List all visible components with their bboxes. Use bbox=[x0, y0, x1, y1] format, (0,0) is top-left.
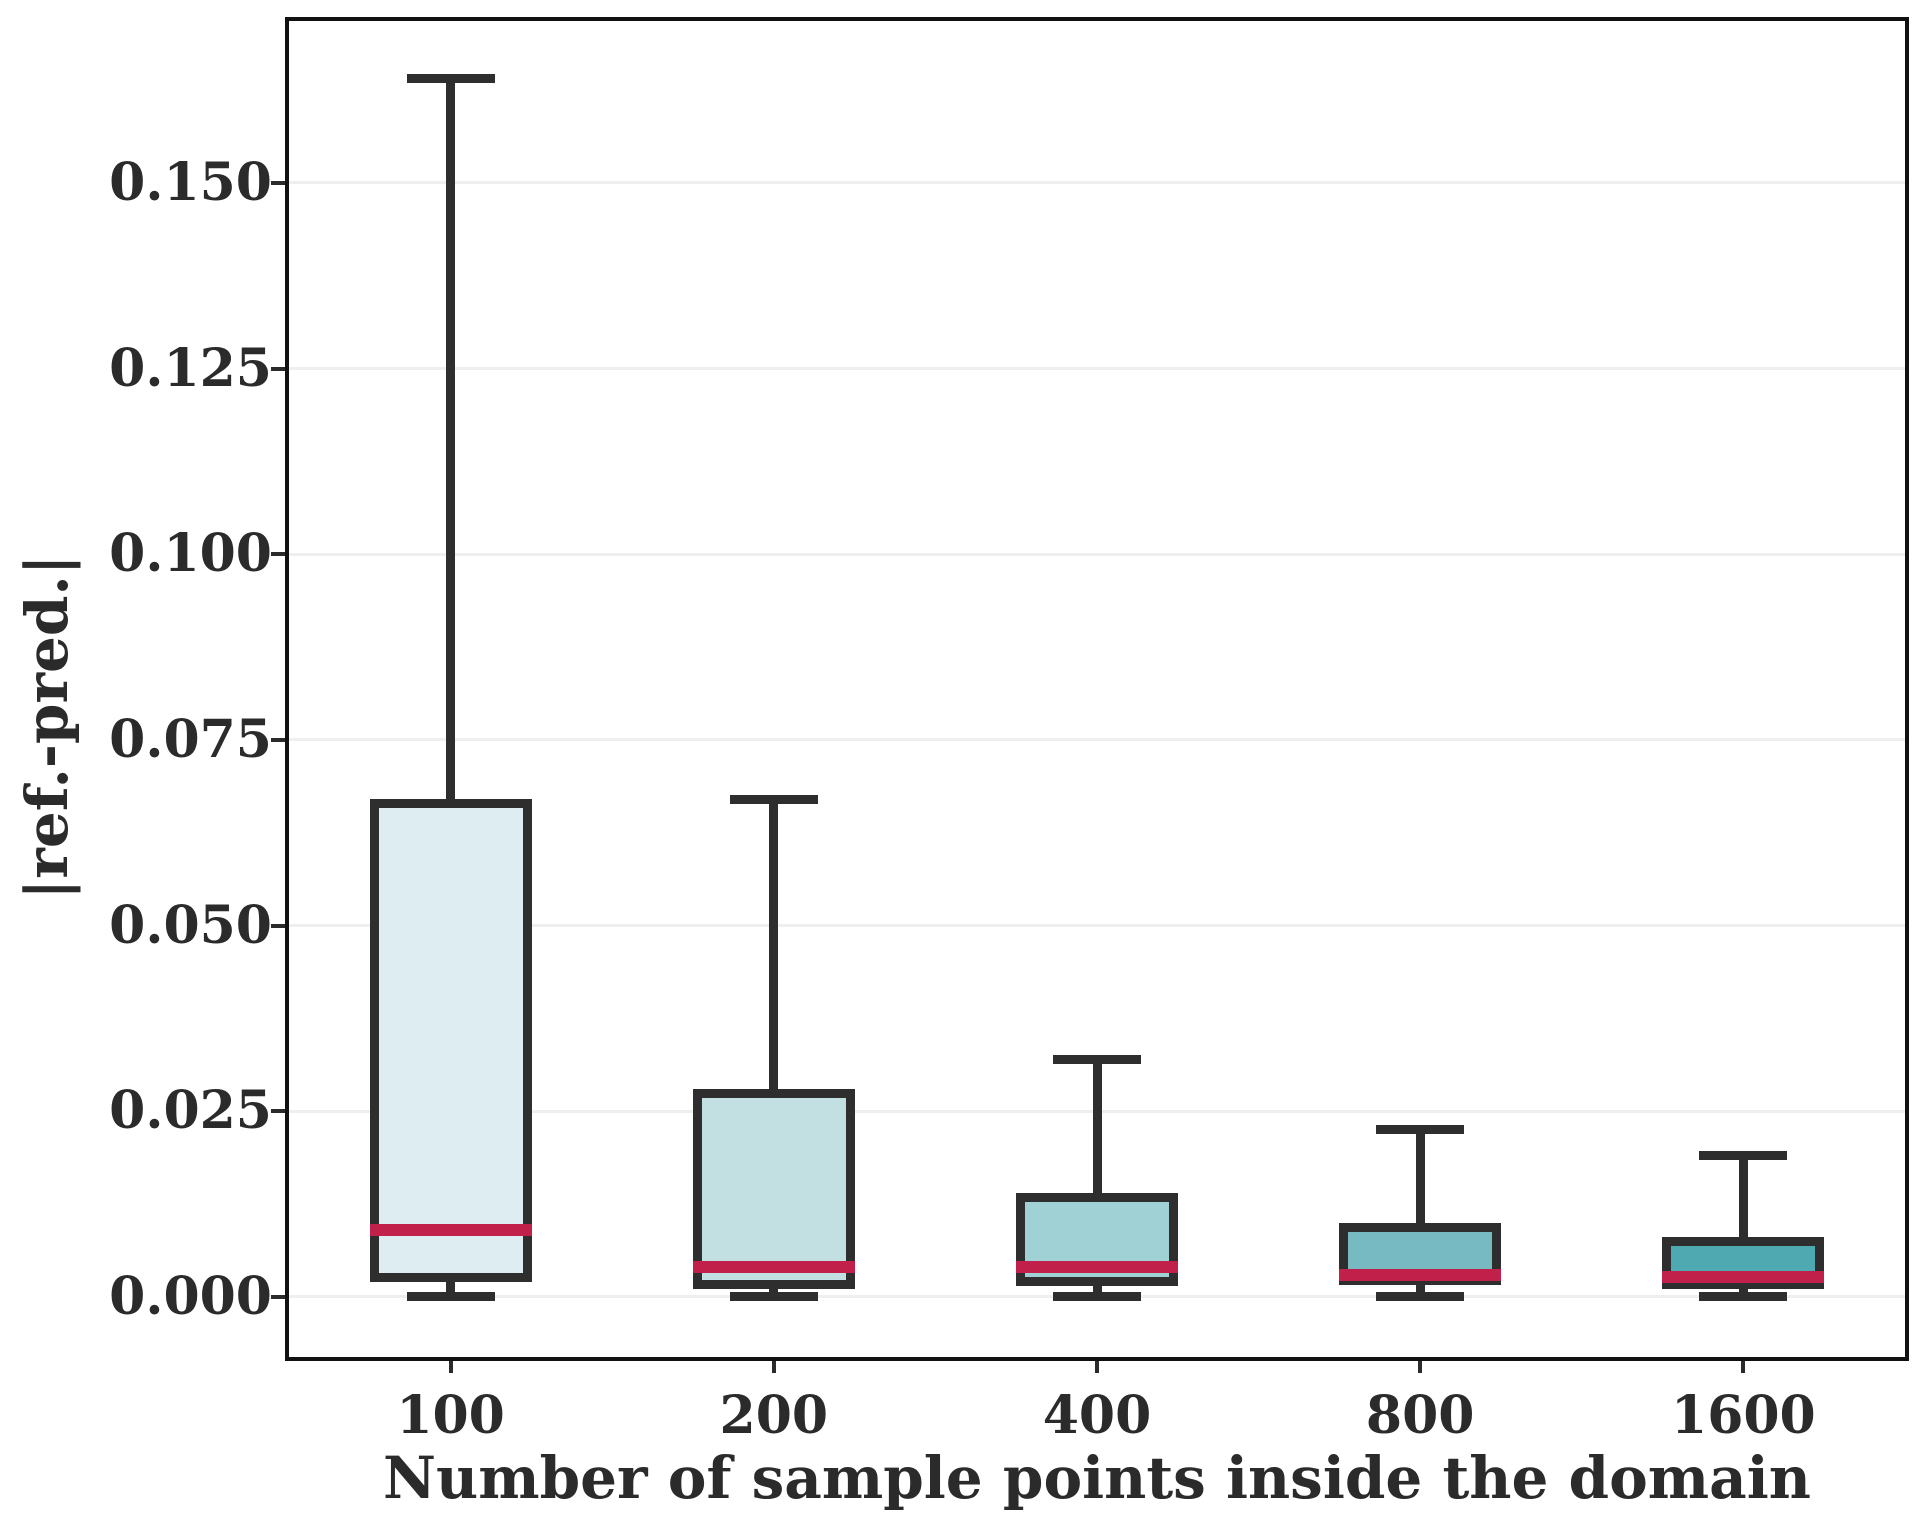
y-tick-label: 0.025 bbox=[109, 1080, 272, 1142]
box-100-lower-whisker bbox=[446, 1281, 456, 1297]
box-200-upper-whisker bbox=[769, 799, 779, 1089]
box-400-lower-whisker bbox=[1092, 1285, 1102, 1297]
y-tick-label: 0.050 bbox=[109, 894, 272, 956]
box-800-upper-cap bbox=[1376, 1125, 1465, 1135]
box-100-upper-whisker bbox=[446, 78, 456, 800]
box-100 bbox=[369, 799, 532, 1282]
y-tick-mark bbox=[271, 180, 289, 185]
x-tick-mark bbox=[1095, 1357, 1099, 1373]
y-tick-label: 0.000 bbox=[109, 1265, 272, 1327]
y-axis-label: |ref.-pred.| bbox=[13, 554, 81, 900]
x-tick-label: 400 bbox=[1042, 1385, 1152, 1446]
y-tick-mark bbox=[271, 366, 289, 371]
y-tick-label: 0.150 bbox=[109, 151, 272, 213]
x-tick-label: 1600 bbox=[1671, 1385, 1816, 1446]
x-tick-label: 100 bbox=[396, 1385, 505, 1446]
box-100-upper-cap bbox=[406, 74, 495, 84]
box-100-lower-cap bbox=[406, 1292, 495, 1302]
box-800-lower-whisker bbox=[1415, 1284, 1425, 1297]
box-400-upper-whisker bbox=[1092, 1059, 1102, 1193]
box-200 bbox=[692, 1088, 855, 1290]
x-axis-label: Number of sample points inside the domai… bbox=[383, 1444, 1811, 1512]
box-200-upper-cap bbox=[729, 794, 818, 804]
gridline bbox=[289, 924, 1905, 928]
gridline bbox=[289, 738, 1905, 742]
y-tick-mark bbox=[271, 1109, 289, 1114]
box-1600-upper-cap bbox=[1699, 1151, 1788, 1161]
box-100-median bbox=[369, 1224, 532, 1236]
box-1600-lower-cap bbox=[1699, 1292, 1788, 1302]
y-tick-label: 0.100 bbox=[109, 523, 272, 585]
box-400-median bbox=[1016, 1261, 1178, 1274]
box-800-upper-whisker bbox=[1415, 1129, 1425, 1223]
y-tick-label: 0.125 bbox=[109, 337, 272, 399]
y-tick-label: 0.075 bbox=[109, 708, 272, 770]
x-tick-label: 800 bbox=[1365, 1385, 1475, 1446]
x-tick-mark bbox=[448, 1357, 453, 1373]
box-800-median bbox=[1339, 1268, 1502, 1281]
box-1600-median bbox=[1662, 1270, 1825, 1283]
y-tick-mark bbox=[271, 923, 289, 928]
box-200-median bbox=[692, 1261, 855, 1274]
box-400-lower-cap bbox=[1053, 1292, 1141, 1302]
box-200-lower-cap bbox=[729, 1292, 818, 1302]
gridline bbox=[289, 367, 1905, 371]
y-tick-mark bbox=[271, 737, 289, 742]
box-1600-upper-whisker bbox=[1738, 1155, 1748, 1238]
gridline bbox=[289, 552, 1905, 556]
gridline bbox=[289, 181, 1905, 185]
x-tick-label: 200 bbox=[719, 1385, 829, 1446]
box-400-upper-cap bbox=[1053, 1054, 1141, 1064]
x-tick-mark bbox=[1741, 1357, 1746, 1373]
x-tick-mark bbox=[771, 1357, 776, 1373]
x-tick-mark bbox=[1418, 1357, 1423, 1373]
y-tick-mark bbox=[271, 552, 289, 557]
y-tick-mark bbox=[271, 1294, 289, 1299]
box-800-lower-cap bbox=[1376, 1292, 1465, 1302]
y-axis-label-wrap: |ref.-pred.| bbox=[7, 427, 87, 1027]
